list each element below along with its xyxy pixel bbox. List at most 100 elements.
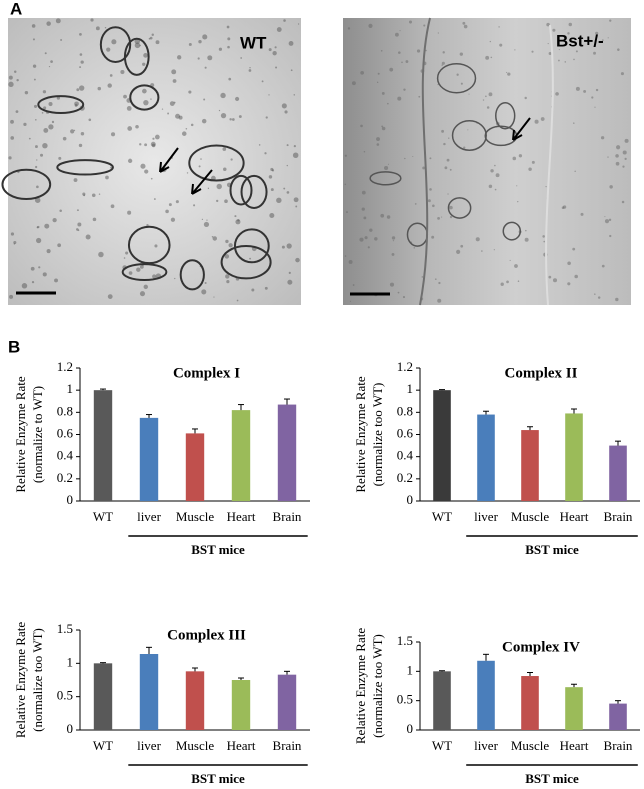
bar [433, 671, 451, 730]
speck [288, 271, 291, 274]
speck [59, 209, 62, 212]
speck [110, 204, 115, 209]
speck [555, 92, 559, 96]
speck [127, 158, 133, 163]
speck [80, 132, 85, 136]
speck [387, 102, 389, 105]
speck [482, 99, 485, 101]
speck [169, 101, 175, 106]
speck [574, 274, 578, 279]
speck [175, 113, 181, 119]
organelle [121, 263, 168, 281]
speck [106, 47, 111, 52]
speck [286, 191, 290, 194]
organelle [56, 159, 114, 176]
bar [521, 676, 539, 730]
y-tick-label: 0.8 [57, 403, 73, 418]
speck [481, 250, 483, 252]
speck [171, 69, 177, 75]
speck [249, 257, 252, 260]
speck [223, 167, 227, 171]
bar [565, 687, 583, 730]
speck [251, 288, 255, 292]
speck [361, 190, 366, 195]
speck [139, 143, 142, 146]
speck [193, 204, 196, 207]
speck [175, 200, 179, 204]
x-tick-label: liver [137, 738, 161, 753]
speck [14, 70, 17, 73]
speck [572, 247, 576, 251]
membrane [545, 24, 554, 306]
speck [8, 156, 12, 160]
organelle [495, 102, 516, 130]
speck [230, 158, 233, 161]
speck [604, 219, 610, 224]
speck [380, 213, 385, 218]
speck [594, 293, 596, 295]
speck [268, 48, 272, 52]
bar [477, 414, 495, 501]
speck [297, 23, 300, 25]
speck [125, 251, 129, 255]
speck [220, 92, 226, 99]
speck [500, 282, 504, 286]
y-axis-label: Relative Enzyme Rate [13, 622, 28, 738]
speck [21, 283, 28, 289]
speck [154, 244, 158, 248]
bar [231, 410, 251, 501]
speck [441, 129, 445, 133]
speck [144, 143, 148, 147]
speck [150, 98, 152, 100]
organelle [451, 119, 487, 151]
speck [524, 237, 529, 242]
speck [168, 203, 172, 207]
speck [463, 146, 466, 149]
speck [226, 25, 230, 29]
speck [376, 137, 380, 142]
speck [224, 199, 228, 204]
speck [528, 167, 532, 171]
speck [615, 154, 619, 158]
speck [107, 294, 113, 299]
speck [404, 157, 406, 160]
speck [567, 261, 571, 266]
speck [52, 217, 57, 223]
speck [174, 277, 176, 280]
speck [120, 69, 125, 75]
speck [216, 199, 219, 203]
speck [264, 152, 267, 155]
bar [139, 654, 159, 730]
speck [76, 88, 80, 92]
bar [609, 703, 627, 730]
speck [386, 215, 391, 219]
speck [34, 197, 41, 203]
speck [615, 161, 620, 166]
speck [222, 147, 227, 151]
speck [161, 108, 164, 110]
speck [509, 259, 511, 262]
speck [446, 158, 450, 162]
speck [441, 61, 445, 65]
y-tick-label: 0.6 [57, 425, 74, 440]
y-axis-label: Relative Enzyme Rate [13, 376, 28, 492]
speck [201, 218, 204, 221]
speck [360, 70, 365, 75]
speck [597, 296, 601, 299]
speck [376, 81, 379, 84]
speck [580, 212, 584, 216]
speck [449, 168, 452, 171]
bar [521, 430, 539, 501]
y-tick-label: 1 [407, 381, 414, 396]
speck [281, 245, 285, 249]
x-tick-label: WT [432, 738, 452, 753]
speck [80, 60, 84, 64]
speck [290, 69, 293, 72]
speck [459, 52, 463, 56]
speck [346, 211, 348, 214]
speck [286, 164, 288, 167]
y-axis-label: (normalize too WT) [30, 628, 45, 732]
speck [9, 294, 14, 299]
bar [609, 445, 627, 501]
speck [374, 237, 378, 241]
